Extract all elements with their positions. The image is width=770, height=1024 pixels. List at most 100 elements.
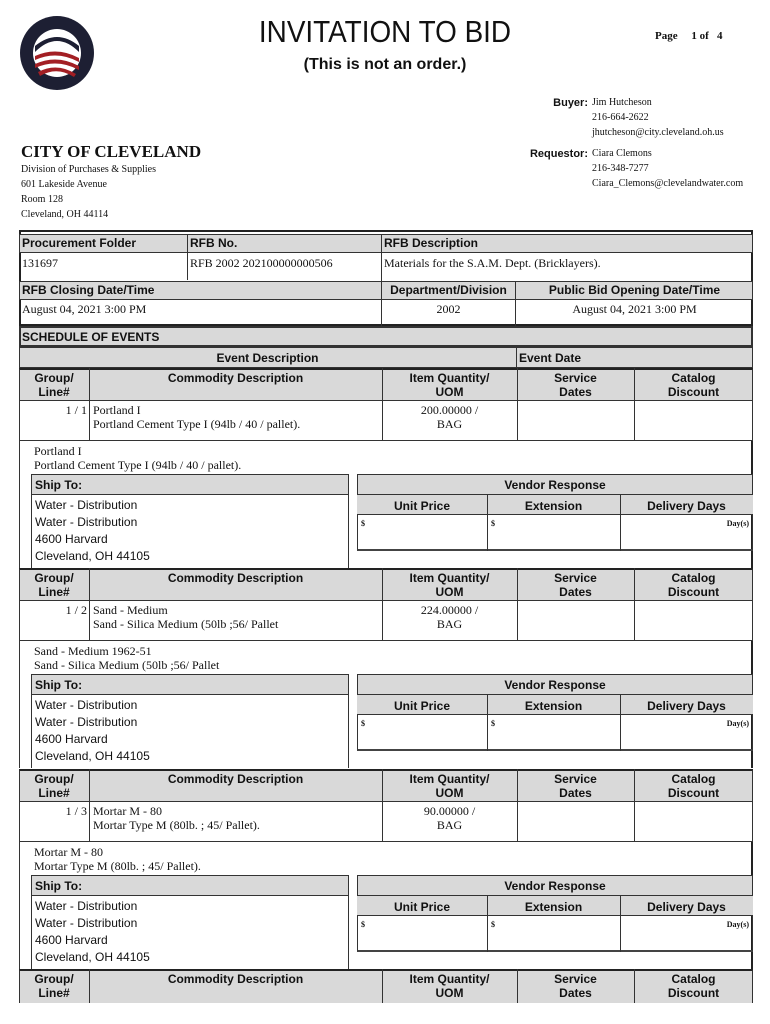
column-divider: [517, 969, 518, 1003]
service-dates-header: Service Dates: [554, 972, 597, 1000]
unit-price-label: Unit Price: [393, 499, 450, 513]
item-description: Sand - Silica Medium (50lb ;56/ Pallet: [93, 617, 279, 631]
extension-input[interactable]: $: [491, 719, 495, 728]
delivery-days-input[interactable]: Day(s): [726, 519, 749, 528]
extension-label: Extension: [524, 699, 583, 713]
ship-to-line: Cleveland, OH 44105: [35, 549, 150, 563]
procurement-folder-value: 131697: [22, 256, 58, 270]
vendor-subheader: [357, 896, 753, 916]
unit-price-input[interactable]: $: [361, 920, 365, 929]
column-divider: [382, 969, 383, 1003]
vendor-response-header: [357, 674, 753, 695]
service-dates-header: Service Dates: [554, 371, 597, 399]
item-data-row: [19, 802, 753, 842]
item-header-row: [19, 769, 753, 802]
org-line: Division of Purchases & Supplies: [21, 164, 156, 175]
document-title: INVITATION TO BID: [258, 14, 512, 49]
item-quantity: 224.00000 /: [420, 603, 479, 617]
schedule-header: [19, 326, 753, 347]
catalog-discount-header: Catalog Discount: [667, 772, 720, 800]
department-label: Department/Division: [390, 283, 507, 297]
buyer-email[interactable]: jhutcheson@city.cleveland.oh.us: [592, 127, 724, 138]
ship-to-header: [31, 674, 349, 695]
event-date-label: Event Date: [519, 351, 582, 365]
ship-to-line: Water - Distribution: [35, 916, 138, 930]
requestor-name: Ciara Clemons: [592, 148, 652, 159]
vendor-response-label: Vendor Response: [504, 879, 606, 893]
item-long-description: Sand - Medium 1962-51: [34, 644, 152, 658]
event-description-label: Event Description: [216, 351, 319, 365]
item-uom: BAG: [436, 617, 463, 631]
ship-to-line: 4600 Harvard: [35, 732, 108, 746]
ship-to-line: Cleveland, OH 44105: [35, 950, 150, 964]
item-quantity: 90.00000 /: [423, 804, 476, 818]
commodity-description-header: Commodity Description: [167, 972, 304, 986]
column-divider: [634, 368, 635, 441]
extension-input[interactable]: $: [491, 519, 495, 528]
requestor-label: Requestor:: [529, 148, 588, 160]
unit-price-input[interactable]: $: [361, 519, 365, 528]
procurement-folder-label: Procurement Folder: [22, 236, 137, 250]
extension-label: Extension: [524, 499, 583, 513]
ship-to-label: Ship To:: [35, 478, 83, 492]
ship-to-line: Water - Distribution: [35, 715, 138, 729]
column-divider: [487, 896, 488, 952]
item-header-row: [19, 969, 753, 1003]
column-divider: [89, 568, 90, 641]
delivery-days-input[interactable]: Day(s): [726, 719, 749, 728]
document-subtitle: (This is not an order.): [303, 56, 467, 73]
column-divider: [382, 568, 383, 641]
item-uom: BAG: [436, 417, 463, 431]
column-divider: [620, 495, 621, 551]
item-quantity-header: Item Quantity/ UOM: [409, 371, 490, 399]
requestor-email[interactable]: Ciara_Clemons@clevelandwater.com: [592, 178, 744, 189]
item-long-description: Mortar Type M (80lb. ; 45/ Pallet).: [34, 859, 201, 873]
item-quantity-header: Item Quantity/ UOM: [409, 772, 490, 800]
column-divider: [634, 769, 635, 842]
ship-to-label: Ship To:: [35, 879, 83, 893]
bid-opening-label: Public Bid Opening Date/Time: [548, 283, 721, 297]
column-divider: [517, 769, 518, 842]
item-name: Sand - Medium: [93, 603, 168, 617]
column-divider: [89, 769, 90, 842]
schedule-title: SCHEDULE OF EVENTS: [22, 330, 160, 344]
column-divider: [517, 568, 518, 641]
ship-to-line: 4600 Harvard: [35, 933, 108, 947]
item-name: Portland I: [93, 403, 141, 417]
service-dates-header: Service Dates: [554, 571, 597, 599]
extension-input[interactable]: $: [491, 920, 495, 929]
unit-price-input[interactable]: $: [361, 719, 365, 728]
rfb-description-label: RFB Description: [384, 236, 479, 250]
item-long-description: Sand - Silica Medium (50lb ;56/ Pallet: [34, 658, 220, 672]
ship-to-line: Water - Distribution: [35, 698, 138, 712]
vendor-subheader: [357, 495, 753, 515]
column-divider: [620, 896, 621, 952]
vendor-subheader: [357, 695, 753, 715]
commodity-description-header: Commodity Description: [167, 571, 304, 585]
item-header-row: [19, 368, 753, 401]
item-quantity-header: Item Quantity/ UOM: [409, 972, 490, 1000]
page-label: Page: [655, 30, 678, 42]
column-divider: [382, 769, 383, 842]
org-line: Cleveland, OH 44114: [21, 209, 109, 220]
department-value: 2002: [436, 302, 461, 316]
unit-price-label: Unit Price: [393, 699, 450, 713]
group-line-header: Group/ Line#: [34, 972, 74, 1000]
item-long-description: Portland I: [34, 444, 82, 458]
ship-to-line: Water - Distribution: [35, 498, 138, 512]
commodity-description-header: Commodity Description: [167, 772, 304, 786]
catalog-discount-header: Catalog Discount: [667, 371, 720, 399]
group-line-header: Group/ Line#: [34, 772, 74, 800]
requestor-phone: 216-348-7277: [592, 163, 649, 174]
delivery-days-label: Delivery Days: [647, 900, 726, 914]
column-divider: [487, 695, 488, 751]
closing-date-value: August 04, 2021 3:00 PM: [22, 302, 147, 316]
buyer-name: Jim Hutcheson: [592, 97, 652, 108]
delivery-days-input[interactable]: Day(s): [726, 920, 749, 929]
ship-to-header: [31, 474, 349, 495]
ship-to-line: 4600 Harvard: [35, 532, 108, 546]
buyer-phone: 216-664-2622: [592, 112, 649, 123]
item-data-row: [19, 601, 753, 641]
catalog-discount-header: Catalog Discount: [667, 571, 720, 599]
column-divider: [634, 969, 635, 1003]
